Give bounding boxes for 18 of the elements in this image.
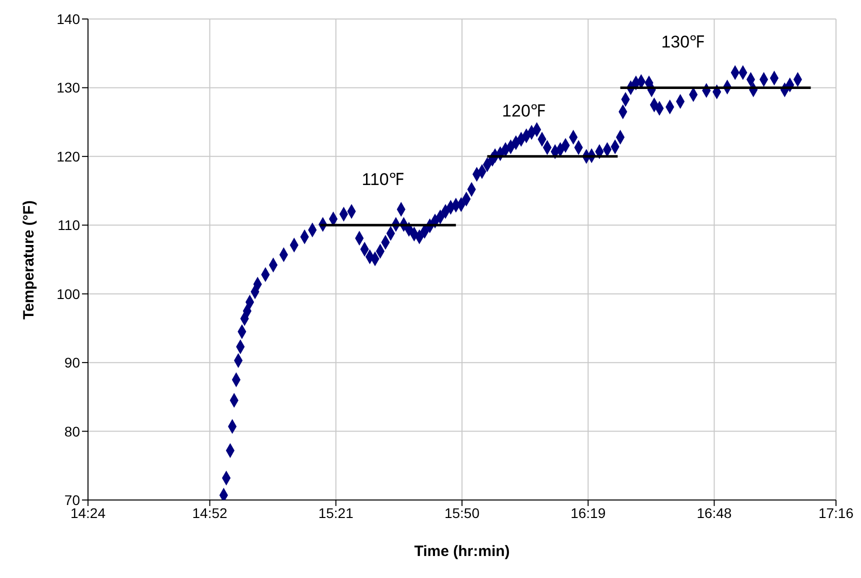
x-tick-label: 16:19 xyxy=(570,504,606,521)
x-tick-label: 14:52 xyxy=(192,504,228,521)
annotation: 110℉ xyxy=(362,170,404,190)
y-axis-title: Temperature (°F) xyxy=(20,200,38,320)
y-tick-label: 80 xyxy=(64,423,80,440)
y-tick-label: 140 xyxy=(56,10,80,27)
annotation: 120℉ xyxy=(502,101,546,120)
y-tick-label: 90 xyxy=(64,354,80,371)
x-axis-title: Time (hr:min) xyxy=(414,543,510,560)
y-tick-label: 120 xyxy=(56,148,80,164)
x-tick-label: 17:16 xyxy=(818,504,854,521)
annotation: 130℉ xyxy=(661,32,705,52)
y-tick-label: 130 xyxy=(56,80,80,96)
x-tick-label: 15:21 xyxy=(318,504,354,521)
x-tick-label: 15:50 xyxy=(444,504,480,521)
y-tick-label: 110 xyxy=(58,217,80,234)
x-tick-label: 16:48 xyxy=(696,504,732,521)
y-tick-label: 100 xyxy=(56,286,80,302)
